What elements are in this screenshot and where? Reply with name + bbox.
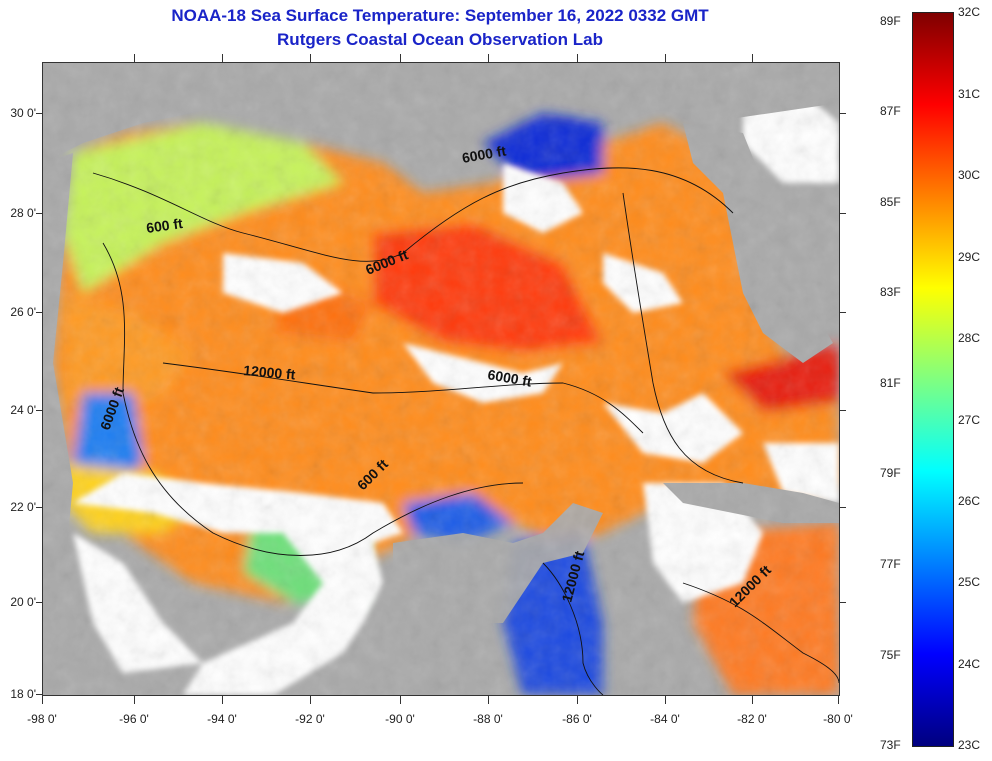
colorbar-c-label: 30C bbox=[958, 168, 981, 182]
lon-label-88: -88 0' bbox=[473, 712, 503, 726]
lat-tick bbox=[840, 312, 846, 313]
lon-label-92: -92 0' bbox=[295, 712, 325, 726]
lon-tick bbox=[488, 54, 489, 62]
lat-tick bbox=[36, 213, 42, 214]
colorbar-c-label: 25C bbox=[958, 575, 981, 589]
colorbar-c-label: 31C bbox=[958, 87, 981, 101]
lat-label-20: 20 0' bbox=[10, 595, 36, 609]
colorbar-c-label: 26C bbox=[958, 494, 981, 508]
lon-label-84: -84 0' bbox=[650, 712, 680, 726]
colorbar-f-label: 75F bbox=[880, 648, 901, 662]
sst-map-canvas: 600 ft 6000 ft 12000 ft 6000 ft 6000 ft … bbox=[43, 63, 839, 695]
colorbar-f-label: 89F bbox=[880, 14, 901, 28]
lon-label-86: -86 0' bbox=[562, 712, 592, 726]
lon-label-98: -98 0' bbox=[27, 712, 57, 726]
lat-tick bbox=[36, 113, 42, 114]
lon-tick bbox=[310, 54, 311, 62]
sst-map: 600 ft 6000 ft 12000 ft 6000 ft 6000 ft … bbox=[42, 62, 840, 696]
colorbar-f-label: 77F bbox=[880, 557, 901, 571]
contour-label-12000ft-center: 12000 ft bbox=[243, 362, 297, 383]
lat-tick bbox=[36, 507, 42, 508]
temperature-colorbar bbox=[912, 12, 954, 747]
lon-label-90: -90 0' bbox=[385, 712, 415, 726]
lat-label-22: 22 0' bbox=[10, 500, 36, 514]
lat-label-24: 24 0' bbox=[10, 403, 36, 417]
contour-label-6000ft-east: 6000 ft bbox=[486, 366, 533, 390]
colorbar-f-label: 85F bbox=[880, 195, 901, 209]
lon-tick bbox=[752, 696, 753, 704]
lon-tick bbox=[577, 696, 578, 704]
lat-label-26: 26 0' bbox=[10, 305, 36, 319]
colorbar-f-label: 83F bbox=[880, 285, 901, 299]
texture-overlay bbox=[43, 63, 839, 695]
lat-tick bbox=[36, 312, 42, 313]
lon-tick bbox=[310, 696, 311, 704]
colorbar-f-label: 79F bbox=[880, 466, 901, 480]
map-title: NOAA-18 Sea Surface Temperature: Septemb… bbox=[171, 6, 709, 25]
lon-tick bbox=[752, 54, 753, 62]
lon-tick bbox=[134, 54, 135, 62]
colorbar-f-label: 87F bbox=[880, 104, 901, 118]
colorbar-c-label: 32C bbox=[958, 5, 981, 19]
lon-label-94: -94 0' bbox=[207, 712, 237, 726]
lon-tick bbox=[665, 54, 666, 62]
lon-tick bbox=[400, 696, 401, 704]
lon-tick bbox=[222, 54, 223, 62]
lat-tick bbox=[840, 410, 846, 411]
lon-tick bbox=[400, 54, 401, 62]
lat-tick bbox=[36, 602, 42, 603]
lon-tick bbox=[665, 696, 666, 704]
contour-label-600ft-west: 600 ft bbox=[145, 215, 184, 236]
lat-tick bbox=[840, 113, 846, 114]
lon-label-80: -80 0' bbox=[823, 712, 853, 726]
lon-tick bbox=[134, 696, 135, 704]
lat-label-30: 30 0' bbox=[10, 106, 36, 120]
colorbar-f-label: 81F bbox=[880, 376, 901, 390]
lat-tick bbox=[840, 507, 846, 508]
lon-tick bbox=[222, 696, 223, 704]
lat-tick bbox=[36, 410, 42, 411]
colorbar-c-label: 24C bbox=[958, 657, 981, 671]
colorbar-c-label: 29C bbox=[958, 250, 981, 264]
colorbar-c-label: 27C bbox=[958, 413, 981, 427]
lat-label-28: 28 0' bbox=[10, 206, 36, 220]
lon-tick bbox=[42, 696, 43, 704]
contour-label-6000ft-north: 6000 ft bbox=[461, 142, 508, 166]
bathymetry-contours bbox=[92, 167, 839, 695]
lat-tick bbox=[840, 602, 846, 603]
lat-label-18: 18 0' bbox=[10, 687, 36, 701]
lon-label-82: -82 0' bbox=[737, 712, 767, 726]
colorbar-c-label: 23C bbox=[958, 738, 981, 752]
lon-tick bbox=[488, 696, 489, 704]
lon-label-96: -96 0' bbox=[119, 712, 149, 726]
colorbar-c-label: 28C bbox=[958, 331, 981, 345]
lat-tick bbox=[36, 694, 42, 695]
lat-tick bbox=[840, 213, 846, 214]
lon-tick bbox=[577, 54, 578, 62]
colorbar-f-label: 73F bbox=[880, 738, 901, 752]
map-subtitle: Rutgers Coastal Ocean Observation Lab bbox=[277, 30, 603, 49]
lon-tick bbox=[838, 696, 839, 704]
